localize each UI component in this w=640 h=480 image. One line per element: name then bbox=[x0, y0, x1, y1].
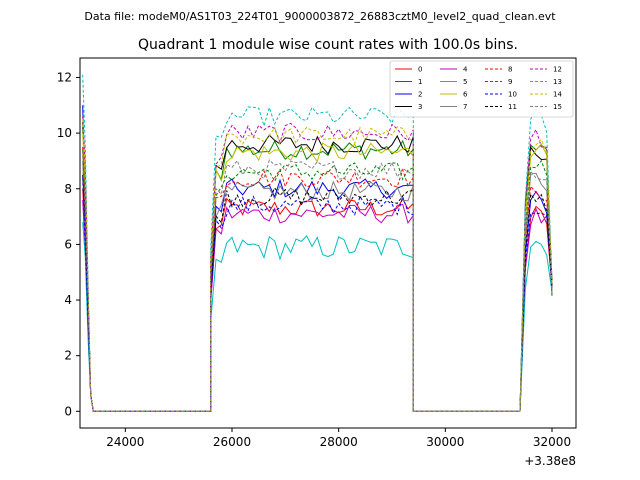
legend-label-4: 4 bbox=[463, 66, 468, 74]
axes-frame bbox=[79, 57, 577, 429]
y-tick-label: 12 bbox=[57, 70, 72, 84]
y-tick-label: 8 bbox=[64, 182, 72, 196]
legend-label-1: 1 bbox=[418, 78, 422, 86]
data-file-label: Data file: modeM0/AS1T03_224T01_90000038… bbox=[84, 10, 556, 23]
legend-label-0: 0 bbox=[418, 66, 422, 74]
series-line-0 bbox=[82, 188, 553, 412]
legend-label-14: 14 bbox=[553, 91, 562, 99]
x-offset-label: +3.38e8 bbox=[524, 454, 576, 468]
y-tick-label: 4 bbox=[64, 293, 72, 307]
series-line-13 bbox=[82, 74, 553, 412]
series-line-14 bbox=[82, 119, 553, 412]
x-tick-label: 24000 bbox=[106, 435, 144, 449]
legend-label-5: 5 bbox=[463, 78, 467, 86]
legend-label-3: 3 bbox=[418, 103, 422, 111]
y-tick-label: 2 bbox=[64, 349, 72, 363]
chart-title: Quadrant 1 module wise count rates with … bbox=[138, 37, 518, 53]
x-tick-label: 26000 bbox=[213, 435, 251, 449]
series-line-6 bbox=[82, 133, 553, 412]
series-line-1 bbox=[82, 127, 553, 412]
series-lines bbox=[82, 74, 553, 412]
x-tick-label: 30000 bbox=[426, 435, 464, 449]
series-line-10 bbox=[82, 177, 553, 412]
legend-label-2: 2 bbox=[418, 91, 422, 99]
legend-label-8: 8 bbox=[508, 66, 512, 74]
series-line-2 bbox=[82, 105, 553, 412]
legend-label-10: 10 bbox=[508, 91, 517, 99]
series-line-5 bbox=[82, 222, 553, 412]
legend-label-7: 7 bbox=[463, 103, 467, 111]
legend-label-12: 12 bbox=[553, 66, 562, 74]
legend-label-15: 15 bbox=[553, 103, 562, 111]
x-axis: 24000 26000 28000 30000 32000 bbox=[106, 428, 571, 449]
legend-label-13: 13 bbox=[553, 78, 562, 86]
legend-label-11: 11 bbox=[508, 103, 517, 111]
series-line-9 bbox=[82, 149, 553, 412]
y-tick-label: 6 bbox=[64, 237, 72, 251]
series-line-15 bbox=[82, 155, 553, 412]
series-line-3 bbox=[82, 121, 553, 412]
x-tick-label: 32000 bbox=[533, 435, 571, 449]
legend-label-6: 6 bbox=[463, 91, 468, 99]
y-tick-label: 0 bbox=[64, 404, 72, 418]
series-line-7 bbox=[82, 160, 553, 412]
legend-frame bbox=[389, 60, 574, 118]
x-tick-label: 28000 bbox=[320, 435, 358, 449]
series-line-4 bbox=[82, 199, 553, 412]
series-line-8 bbox=[82, 146, 553, 412]
legend-label-9: 9 bbox=[508, 78, 512, 86]
y-axis: 0 2 4 6 8 10 12 bbox=[57, 70, 80, 418]
series-line-12 bbox=[82, 116, 553, 412]
y-tick-label: 10 bbox=[57, 126, 72, 140]
series-line-11 bbox=[82, 174, 553, 412]
